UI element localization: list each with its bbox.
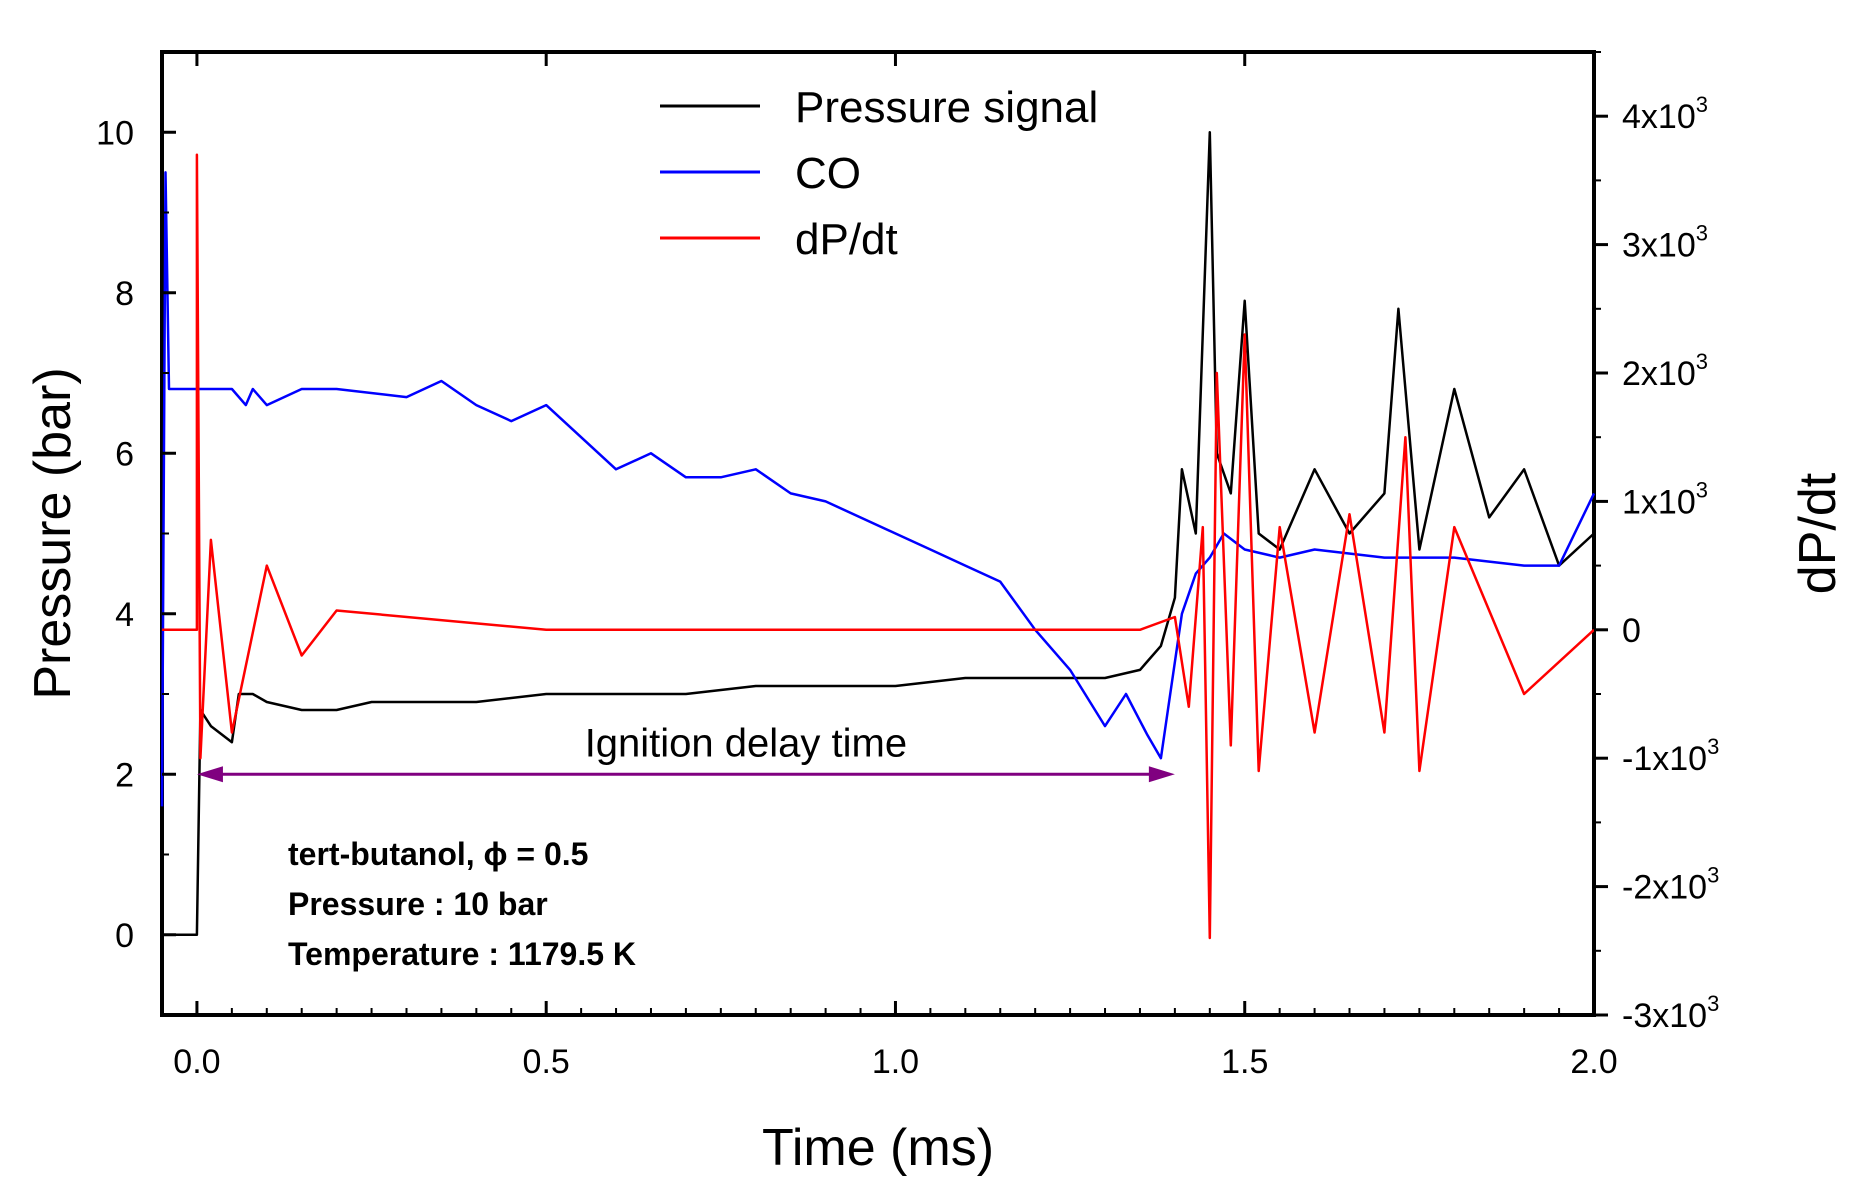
y2-tick-label: 2x103 [1622,349,1708,393]
condition-text: Pressure : 10 bar [288,886,548,922]
y-tick-label: 2 [115,756,134,794]
series-line-co [160,171,1596,807]
x-axis-title: Time (ms) [762,1119,994,1177]
legend-label: dP/dt [795,215,898,264]
y2-tick-label: -1x103 [1622,734,1719,778]
y2-tick-label: 3x103 [1622,221,1708,265]
y-tick-label: 6 [115,435,134,473]
x-tick-label: 2.0 [1570,1043,1617,1081]
y2-tick-label: -3x103 [1622,991,1719,1035]
series-layer [160,131,1596,940]
x-tick-label: 1.5 [1221,1043,1268,1081]
x-tick-label: 1.0 [872,1043,919,1081]
y-tick-label: 10 [96,114,134,152]
y-axis-title: Pressure (bar) [24,367,82,699]
legend: Pressure signal CO dP/dt [660,83,1098,264]
y-tick-label: 4 [115,596,134,634]
ignition-delay-label: Ignition delay time [585,721,907,765]
arrow-head-left [196,766,223,783]
tick-layer: 0.0 0.5 1.0 1.5 2.0 0 2 4 6 8 10 4x103 3x103 2x103 1x1… [96,51,1719,1081]
arrow-head-right [1148,766,1175,783]
y2-tick-label: 0 [1622,612,1641,650]
y2-tick-label: -2x103 [1622,863,1719,907]
series-line-pressure-signal [162,131,1595,937]
y-tick-label: 8 [115,275,134,313]
y2-axis-title: dP/dt [1789,472,1847,594]
condition-text: Temperature : 1179.5 K [288,936,636,972]
legend-label: CO [795,149,861,198]
x-tick-label: 0.0 [173,1043,220,1081]
legend-label: Pressure signal [795,83,1098,132]
series-line-dp-dt [162,153,1595,940]
y2-tick-label: 1x103 [1622,477,1708,521]
y-tick-label: 0 [115,917,134,955]
annotation-layer: Ignition delay time tert-butanol, ϕ = 0.5… [196,721,1175,972]
x-tick-label: 0.5 [523,1043,570,1081]
condition-text: tert-butanol, ϕ = 0.5 [288,836,588,872]
y2-tick-label: 4x103 [1622,92,1708,136]
